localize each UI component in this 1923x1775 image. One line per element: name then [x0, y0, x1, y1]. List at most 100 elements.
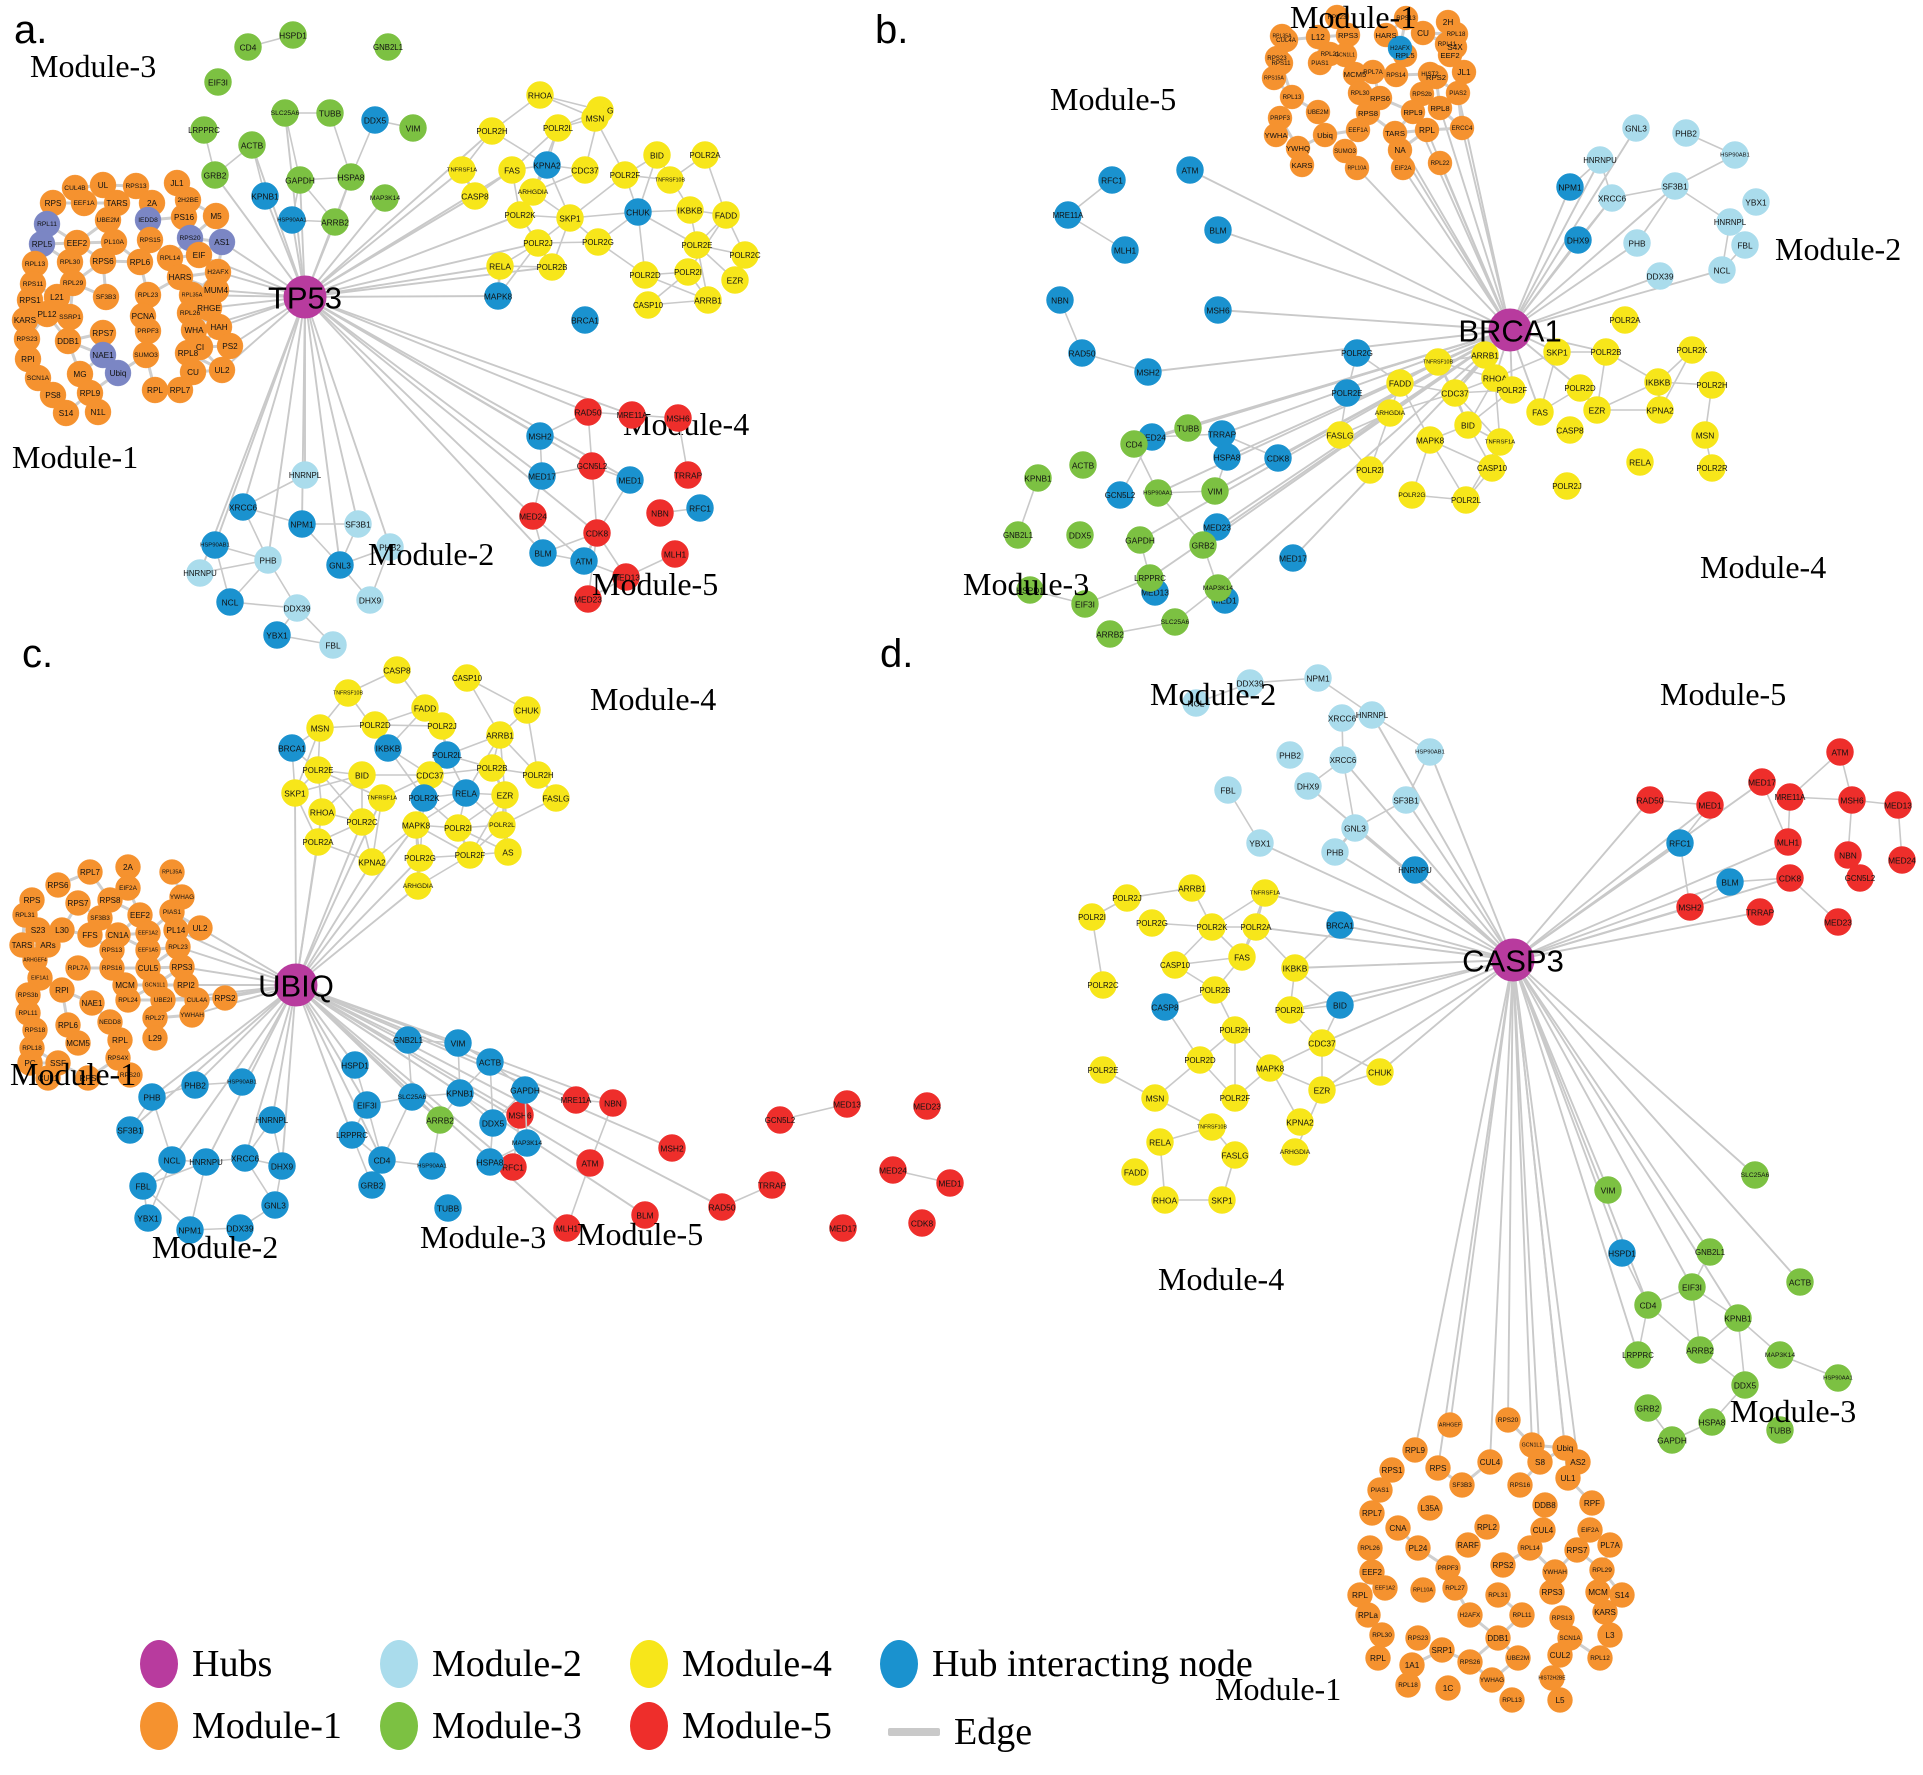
- svg-text:NPM1: NPM1: [178, 1226, 202, 1236]
- svg-text:Module-2: Module-2: [1775, 231, 1901, 267]
- svg-text:POLR2J: POLR2J: [1112, 894, 1142, 903]
- svg-text:PIAS1: PIAS1: [1311, 60, 1329, 67]
- svg-text:Module-3: Module-3: [420, 1219, 546, 1255]
- svg-text:HSPD1: HSPD1: [1608, 1249, 1636, 1259]
- svg-text:POLR2B: POLR2B: [477, 764, 508, 773]
- svg-text:Module-2: Module-2: [152, 1229, 278, 1265]
- svg-text:RHOA: RHOA: [1483, 374, 1508, 384]
- svg-text:FASLG: FASLG: [1222, 1151, 1249, 1161]
- svg-text:RPS16: RPS16: [1510, 1482, 1531, 1489]
- svg-text:PHB: PHB: [143, 1093, 161, 1103]
- svg-text:RPS13: RPS13: [125, 183, 146, 190]
- svg-text:SLC25A6: SLC25A6: [1741, 1172, 1770, 1179]
- svg-text:SUMO3: SUMO3: [1334, 148, 1356, 155]
- panel-d-module5: ATM MED17 RAD50 MED1 MRE11A MSH6 MED13 RFC1 MLH1…: [1636, 738, 1916, 936]
- svg-text:CDC37: CDC37: [1441, 389, 1469, 399]
- svg-text:POLR2C: POLR2C: [729, 251, 761, 260]
- svg-text:POLR2K: POLR2K: [409, 794, 441, 803]
- svg-text:GCN5L2: GCN5L2: [765, 1116, 795, 1125]
- svg-text:POLR2C: POLR2C: [1087, 981, 1119, 990]
- svg-text:CUL2: CUL2: [1550, 1651, 1571, 1660]
- svg-text:Ubiq: Ubiq: [110, 369, 127, 378]
- svg-text:HSP90AB1: HSP90AB1: [1720, 153, 1750, 159]
- svg-text:GRB2: GRB2: [361, 1181, 384, 1191]
- svg-text:NPM1: NPM1: [1558, 183, 1582, 193]
- panel-label-b: b.: [875, 8, 909, 52]
- panel-c-module4: CASP8 CASP10 TNFRSF10B CHUK FADD MSN POLR2D POL…: [278, 656, 570, 900]
- svg-text:CD4: CD4: [374, 1156, 391, 1166]
- svg-text:TUBB: TUBB: [437, 1204, 460, 1214]
- legend-label-hubs: Hubs: [192, 1643, 273, 1685]
- panel-label-c: c.: [22, 632, 54, 676]
- svg-text:PS2: PS2: [222, 342, 238, 351]
- svg-text:CHUK: CHUK: [515, 706, 539, 716]
- svg-text:GNB2L1: GNB2L1: [1695, 1248, 1725, 1257]
- svg-text:TRRAP: TRRAP: [1208, 430, 1237, 440]
- svg-text:SKP1: SKP1: [284, 789, 306, 799]
- svg-text:DDX39: DDX39: [227, 1224, 254, 1234]
- svg-text:MAPK8: MAPK8: [402, 821, 431, 831]
- svg-text:POLR2J: POLR2J: [1552, 482, 1582, 491]
- svg-text:POLR2G: POLR2G: [582, 238, 614, 247]
- svg-text:MED1: MED1: [618, 476, 642, 486]
- svg-text:MSH2: MSH2: [1678, 903, 1702, 913]
- svg-text:NPM1: NPM1: [1306, 674, 1330, 684]
- svg-text:DHX9: DHX9: [359, 596, 382, 606]
- svg-text:PC: PC: [24, 1059, 35, 1068]
- svg-text:IKBKB: IKBKB: [1283, 964, 1308, 974]
- svg-text:GCN5L2: GCN5L2: [1845, 874, 1875, 883]
- svg-text:MRE11A: MRE11A: [617, 411, 649, 420]
- svg-text:CN1A: CN1A: [107, 931, 129, 940]
- svg-text:SUMO3: SUMO3: [134, 352, 158, 359]
- svg-text:PS16: PS16: [174, 213, 194, 222]
- svg-text:RPL24: RPL24: [118, 997, 138, 1004]
- svg-text:IKBKB: IKBKB: [678, 206, 703, 216]
- svg-text:PL14: PL14: [167, 926, 186, 935]
- svg-text:PHB: PHB: [1326, 848, 1344, 858]
- svg-text:MUM4: MUM4: [204, 286, 229, 295]
- svg-text:DHX9: DHX9: [1567, 236, 1590, 246]
- svg-text:CU: CU: [1417, 29, 1429, 38]
- svg-text:JL1: JL1: [1457, 68, 1471, 77]
- svg-text:CDK8: CDK8: [1779, 874, 1802, 884]
- svg-text:RELA: RELA: [489, 262, 511, 272]
- svg-text:RPS20: RPS20: [1498, 1417, 1519, 1424]
- svg-text:TNFRSF10B: TNFRSF10B: [1423, 360, 1453, 366]
- svg-text:FADD: FADD: [1124, 1168, 1146, 1178]
- svg-text:L3: L3: [1605, 1631, 1615, 1640]
- svg-text:RPL13: RPL13: [1283, 94, 1302, 101]
- svg-text:FAS: FAS: [504, 166, 520, 176]
- svg-text:POLR2D: POLR2D: [629, 271, 661, 280]
- svg-text:ACTB: ACTB: [1789, 1278, 1812, 1288]
- svg-text:POLR2K: POLR2K: [1197, 923, 1229, 932]
- svg-text:H2AFX: H2AFX: [207, 269, 229, 276]
- svg-text:ARHGEF4: ARHGEF4: [23, 957, 47, 963]
- svg-text:CASP10: CASP10: [1160, 961, 1191, 970]
- svg-text:RPS8: RPS8: [1358, 109, 1378, 118]
- svg-text:RPL11: RPL11: [1438, 41, 1457, 48]
- svg-text:POLR2F: POLR2F: [1220, 1094, 1251, 1103]
- svg-text:NA: NA: [1394, 146, 1406, 155]
- svg-text:ARRB1: ARRB1: [1471, 351, 1499, 361]
- svg-text:MCM5: MCM5: [66, 1039, 90, 1048]
- svg-text:PIAS1: PIAS1: [163, 909, 182, 916]
- panel-a-module2: HNRNPL XRCC6 NPM1 SF3B1 HSP90AB1 PHB2 PHB HNRNP…: [183, 461, 404, 659]
- svg-text:FBL: FBL: [1220, 786, 1236, 796]
- svg-text:HIST2H2BE: HIST2H2BE: [1538, 1675, 1566, 1681]
- svg-text:KARS: KARS: [14, 316, 37, 325]
- svg-text:GNL3: GNL3: [1625, 124, 1647, 134]
- svg-text:ATM: ATM: [575, 557, 592, 567]
- svg-text:RHOA: RHOA: [310, 808, 335, 818]
- svg-text:POLR2H: POLR2H: [476, 127, 508, 136]
- svg-text:RPS11: RPS11: [23, 281, 44, 288]
- svg-text:CASP10: CASP10: [633, 301, 664, 310]
- svg-text:NCL: NCL: [222, 598, 239, 608]
- svg-text:ARRB2: ARRB2: [1686, 1346, 1714, 1356]
- svg-text:CNA: CNA: [1389, 1524, 1407, 1533]
- svg-text:EZR: EZR: [1314, 1086, 1331, 1096]
- svg-text:SLC25A6: SLC25A6: [271, 110, 300, 117]
- svg-text:HNRNPU: HNRNPU: [189, 1158, 223, 1167]
- svg-text:CD4: CD4: [240, 43, 257, 53]
- svg-text:UL2: UL2: [192, 924, 207, 933]
- svg-text:FADD: FADD: [414, 704, 436, 714]
